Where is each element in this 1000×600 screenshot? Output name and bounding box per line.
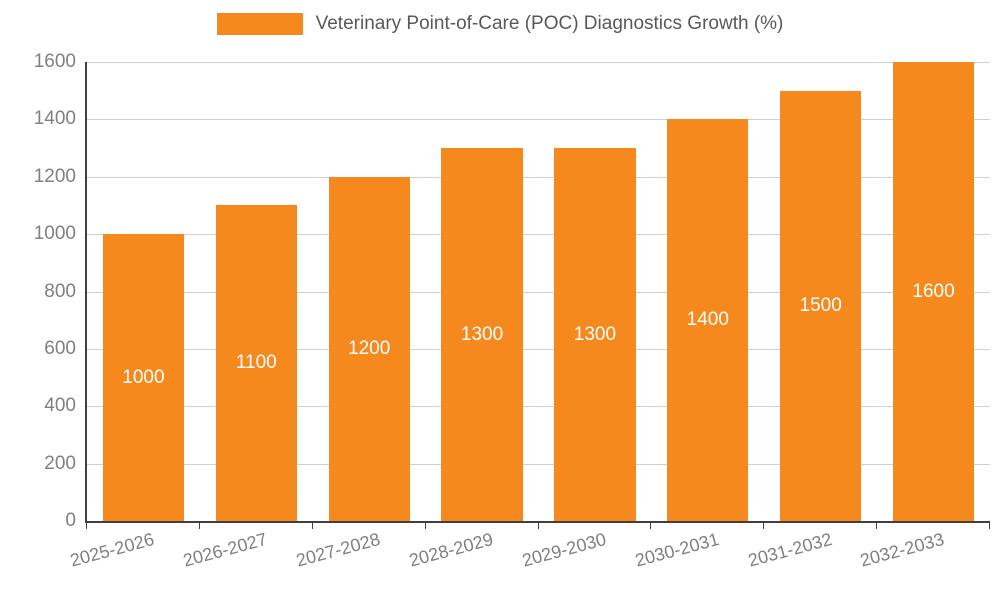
- x-tick-label: 2032-2033: [858, 529, 947, 571]
- gridline: [87, 62, 990, 63]
- x-tick-label: 2029-2030: [519, 529, 609, 571]
- bar-slot: 1300: [426, 62, 539, 521]
- bar-2026-2027: 1100: [215, 205, 297, 521]
- bar-slot: 1000: [87, 62, 200, 521]
- bar-value-label: 1600: [912, 280, 955, 302]
- x-tick-mark: [311, 523, 313, 529]
- x-tick-label: 2030-2031: [632, 529, 721, 571]
- gridline: [87, 177, 990, 178]
- plot-area: 1000 1100 1200 1300 1300 1400 1500 1600: [85, 62, 990, 523]
- x-tick-mark: [876, 523, 878, 529]
- x-tick-mark: [537, 523, 539, 529]
- bar-2031-2032: 1500: [780, 90, 862, 521]
- bar-slot: 1200: [313, 62, 426, 521]
- x-tick-mark: [86, 523, 87, 529]
- bar-value-label: 1200: [348, 337, 391, 359]
- bar-2032-2033: 1600: [892, 62, 975, 521]
- x-tick-label: 2027-2028: [294, 529, 383, 571]
- y-tick-label: 1200: [33, 166, 76, 187]
- bar-value-label: 1000: [122, 366, 165, 388]
- bar-slot: 1400: [651, 62, 764, 521]
- y-tick-label: 0: [65, 510, 76, 531]
- bar-value-label: 1100: [235, 352, 277, 374]
- x-tick-mark: [650, 523, 652, 529]
- x-tick-label: 2026-2027: [181, 529, 270, 571]
- gridline: [87, 349, 990, 350]
- y-tick-label: 1400: [33, 108, 76, 129]
- gridline: [87, 464, 990, 465]
- bar-slot: 1100: [200, 62, 313, 521]
- x-tick-mark: [424, 523, 426, 529]
- gridline: [87, 234, 990, 235]
- legend-swatch-icon: [216, 13, 303, 35]
- x-tick-mark: [989, 523, 990, 529]
- x-tick-label: 2028-2029: [406, 529, 496, 571]
- y-tick-label: 200: [44, 453, 76, 474]
- bar-2030-2031: 1400: [667, 119, 749, 521]
- bar-2027-2028: 1200: [328, 176, 410, 521]
- bar-2025-2026: 1000: [102, 234, 185, 521]
- bar-slot: 1600: [877, 62, 990, 521]
- bar-value-label: 1300: [573, 323, 617, 345]
- y-tick-label: 800: [44, 281, 76, 302]
- gridline: [87, 119, 990, 120]
- bar-series: 1000 1100 1200 1300 1300 1400 1500 1600: [87, 62, 990, 521]
- chart-legend[interactable]: Veterinary Point-of-Care (POC) Diagnosti…: [0, 13, 1000, 35]
- x-tick-label: 2031-2032: [745, 529, 834, 571]
- bar-2028-2029: 1300: [441, 148, 523, 521]
- bar-slot: 1300: [539, 62, 652, 521]
- gridline: [87, 406, 990, 407]
- x-tick-label: 2025-2026: [68, 529, 157, 571]
- y-tick-label: 1000: [33, 223, 76, 244]
- x-tick-mark: [763, 523, 765, 529]
- bar-2029-2030: 1300: [554, 148, 636, 521]
- y-tick-label: 400: [44, 395, 76, 416]
- x-tick-mark: [198, 523, 200, 529]
- bar-value-label: 1300: [460, 323, 504, 345]
- gridline: [87, 292, 990, 293]
- bar-value-label: 1500: [799, 294, 842, 316]
- bar-value-label: 1400: [686, 309, 729, 331]
- chart-title: Veterinary Point-of-Care (POC) Diagnosti…: [315, 13, 784, 34]
- x-axis: 2025-2026 2026-2027 2027-2028 2028-2029 2029…: [68, 529, 990, 600]
- bar-slot: 1500: [764, 62, 877, 521]
- y-tick-label: 1600: [33, 51, 76, 72]
- y-tick-label: 600: [44, 338, 76, 359]
